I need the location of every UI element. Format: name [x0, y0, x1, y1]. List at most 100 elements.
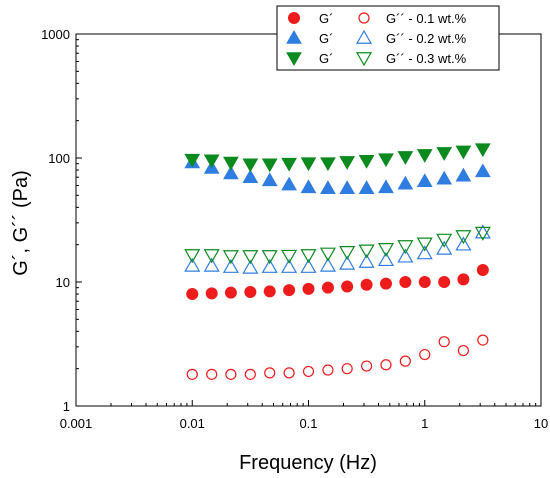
data-point [184, 249, 201, 264]
data-point [319, 257, 336, 272]
data-marks [184, 143, 491, 380]
data-point [283, 284, 296, 297]
series-4 [184, 224, 491, 274]
y-axis-title: G´, G´´ (Pa) [10, 170, 32, 276]
data-point [321, 281, 334, 294]
data-point [379, 277, 392, 290]
data-point [223, 165, 239, 180]
data-point [320, 157, 336, 172]
data-point [457, 344, 469, 357]
data-point [399, 355, 411, 367]
data-point [380, 359, 392, 371]
data-point [302, 365, 315, 378]
data-point [474, 143, 491, 158]
data-point [223, 156, 239, 171]
y-tick-label: 1 [63, 399, 70, 414]
data-point [281, 258, 298, 273]
legend-symbol-filled [288, 12, 300, 24]
x-axis-title: Frequency (Hz) [239, 452, 377, 474]
data-point [281, 157, 297, 172]
legend-symbol-open [358, 12, 370, 24]
data-point [242, 250, 259, 265]
data-point [341, 363, 353, 375]
data-point [281, 176, 297, 191]
legend-label-loss: G´´ - 0.2 wt.% [386, 31, 467, 46]
data-point [419, 348, 431, 361]
series-1 [186, 263, 489, 301]
data-point [377, 243, 395, 258]
axes: 0.001 0.01 0.1 1 10 1 10 100 1000 [41, 27, 548, 431]
data-point [438, 276, 451, 288]
data-point [225, 368, 237, 380]
y-tick-label: 10 [56, 275, 70, 290]
data-point [300, 157, 317, 172]
data-point [438, 336, 450, 348]
data-point [358, 244, 375, 259]
data-point [300, 179, 317, 194]
data-point [436, 170, 453, 185]
x-tick-label: 0.1 [299, 416, 317, 431]
data-point [477, 334, 489, 346]
data-point [244, 368, 256, 380]
data-point [263, 285, 276, 298]
data-point [397, 240, 414, 255]
data-point [242, 158, 259, 173]
data-point [339, 255, 356, 270]
series-5 [184, 143, 491, 173]
data-point [281, 249, 298, 264]
x-tick-label: 0.001 [60, 416, 93, 431]
data-point [261, 250, 278, 265]
data-point [474, 163, 491, 178]
data-point [360, 360, 373, 372]
data-point [341, 280, 354, 293]
data-point [203, 249, 220, 264]
legend-box [276, 5, 500, 71]
data-point [474, 224, 491, 239]
y-tick-label: 100 [48, 151, 70, 166]
legend-label-storage: G´ [319, 51, 333, 66]
x-tick-label: 10 [534, 416, 548, 431]
plot-frame [75, 33, 542, 407]
data-point [339, 156, 356, 170]
data-point [416, 245, 433, 260]
data-point [339, 246, 356, 261]
data-point [205, 287, 218, 300]
data-point [360, 278, 373, 291]
y-tick-label: 1000 [41, 27, 70, 42]
data-point [300, 249, 317, 264]
data-point [378, 179, 394, 194]
data-point [455, 145, 472, 160]
data-point [358, 155, 375, 169]
data-point [397, 248, 414, 263]
data-point [377, 251, 395, 267]
data-point [319, 247, 336, 262]
data-point [242, 259, 259, 274]
data-point [436, 147, 453, 161]
series-2 [186, 334, 489, 380]
legend-label-loss: G´´ - 0.1 wt.% [386, 11, 467, 26]
data-point [378, 153, 394, 168]
legend-label-storage: G´ [319, 31, 333, 46]
series-3 [184, 154, 491, 195]
data-point [474, 226, 491, 241]
data-point [283, 367, 295, 379]
data-point [302, 282, 315, 295]
data-point [186, 368, 198, 380]
data-point [261, 258, 278, 273]
legend-symbol-filled [286, 52, 302, 67]
data-point [300, 258, 317, 273]
data-point [224, 286, 237, 299]
data-point [397, 151, 414, 165]
data-point [242, 169, 259, 183]
data-point [455, 230, 472, 245]
data-point [436, 240, 453, 255]
data-point [418, 276, 431, 288]
data-point [261, 172, 278, 187]
legend-label-storage: G´ [319, 11, 333, 26]
legend-label-loss: G´´ - 0.3 wt.% [386, 51, 467, 66]
legend-symbol-open [355, 52, 373, 67]
data-point [455, 236, 472, 251]
data-point [358, 180, 375, 195]
data-point [436, 233, 453, 248]
